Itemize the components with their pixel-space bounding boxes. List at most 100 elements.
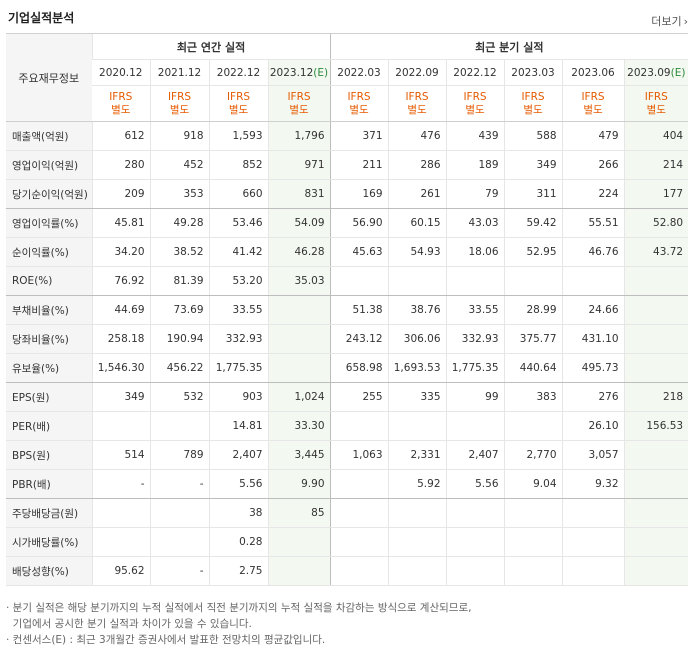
separate-label: 별도 <box>646 103 666 116</box>
value-cell: 53.46 <box>208 208 268 238</box>
table-row: ROE(%) 76.92 81.39 53.20 35.03 <box>6 266 689 296</box>
value-cell <box>445 411 505 441</box>
value-cell: 33.30 <box>267 411 331 441</box>
period-header: 2022.03 <box>329 59 389 86</box>
value-cell: 45.63 <box>329 237 389 267</box>
period-header: 2022.12 <box>208 59 268 86</box>
value-cell: 658.98 <box>329 353 389 383</box>
value-cell <box>267 527 331 557</box>
value-cell: 76.92 <box>91 266 150 296</box>
value-cell: 190.94 <box>149 324 209 354</box>
value-cell: 5.56 <box>445 469 505 499</box>
value-cell <box>561 266 625 296</box>
period-header: 2023.03 <box>503 59 563 86</box>
value-cell: 532 <box>149 382 209 412</box>
table-row: 매출액(억원) 612 918 1,593 1,796 371 476 439 588 479 40… <box>6 121 689 151</box>
value-cell: 332.93 <box>445 324 505 354</box>
footnote-1: · 분기 실적은 해당 분기까지의 누적 실적에서 직전 분기까지의 누적 실적… <box>6 602 472 614</box>
value-cell: 99 <box>445 382 505 412</box>
value-cell: 53.20 <box>208 266 268 296</box>
table-row: PER(배) 14.81 33.30 26.10 156.53 <box>6 411 689 441</box>
chevron-right-icon[interactable]: › <box>683 14 688 28</box>
more-link[interactable]: 더보기 › <box>651 13 688 29</box>
row-label: 영업이익률(%) <box>6 208 92 238</box>
value-cell: 243.12 <box>329 324 389 354</box>
period-label: 2022.09 <box>395 66 439 79</box>
separate-label: 별도 <box>111 103 131 116</box>
value-cell: 431.10 <box>561 324 625 354</box>
value-cell <box>623 498 689 528</box>
quarter-group-header: 최근 분기 실적 <box>329 33 689 60</box>
row-label: 매출액(억원) <box>6 121 92 151</box>
value-cell: 456.22 <box>149 353 209 383</box>
row-label: 순이익률(%) <box>6 237 92 267</box>
value-cell: 35.03 <box>267 266 331 296</box>
value-cell <box>267 324 331 354</box>
value-cell: 28.99 <box>503 295 563 325</box>
ifrs-label: IFRS <box>347 90 371 103</box>
value-cell: 81.39 <box>149 266 209 296</box>
value-cell: 514 <box>91 440 150 470</box>
value-cell: 280 <box>91 150 150 180</box>
table-row: 시가배당률(%) 0.28 <box>6 527 689 557</box>
value-cell: 14.81 <box>208 411 268 441</box>
value-cell: 286 <box>387 150 447 180</box>
value-cell <box>91 527 150 557</box>
value-cell: 1,546.30 <box>91 353 150 383</box>
separate-label: 별도 <box>289 103 309 116</box>
financial-table: 주요재무정보 최근 연간 실적 최근 분기 실적 2020.12 2021.12 2… <box>6 33 689 586</box>
ifrs-label: IFRS <box>226 90 251 103</box>
value-cell: 2,407 <box>445 440 505 470</box>
table-row: PBR(배) - -5.56 9.90 5.92 5.56 9.04 9.32 <box>6 469 689 499</box>
value-cell: 2,770 <box>503 440 563 470</box>
value-cell: 45.81 <box>91 208 150 238</box>
value-cell <box>149 527 209 557</box>
value-cell <box>623 440 689 470</box>
table-row: 주당배당금(원) 38 85 <box>6 498 689 528</box>
footnote-2: 기업에서 공시한 분기 실적과 차이가 있을 수 있습니다. <box>6 618 252 630</box>
period-header: 2020.12 <box>92 59 150 86</box>
value-cell: 79 <box>445 179 505 209</box>
value-cell: 54.09 <box>267 208 331 238</box>
value-cell: 85 <box>267 498 331 528</box>
value-cell <box>267 295 331 325</box>
value-cell: 0.28 <box>208 527 268 557</box>
value-cell: 612 <box>91 121 150 151</box>
value-cell: 306.06 <box>387 324 447 354</box>
value-cell <box>623 353 689 383</box>
row-label: 시가배당률(%) <box>6 527 92 557</box>
period-label: 2023.06 <box>571 66 615 79</box>
table-row: 당기순이익(억원) 209 353 660 831 169 261 79 311 224 177 <box>6 179 689 209</box>
value-cell: 255 <box>329 382 389 412</box>
row-label: 영업이익(억원) <box>6 150 92 180</box>
value-cell: 169 <box>329 179 389 209</box>
value-cell: 452 <box>149 150 209 180</box>
value-cell <box>623 469 689 499</box>
value-cell <box>387 266 447 296</box>
ifrs-label: IFRS <box>521 90 545 103</box>
value-cell <box>329 498 389 528</box>
period-header: 2023.06 <box>561 59 625 86</box>
table-row: 유보율(%) 1,546.30 456.22 1,775.35 658.98 1,693.… <box>6 353 689 383</box>
row-label: 당좌비율(%) <box>6 324 92 354</box>
value-cell <box>503 411 563 441</box>
value-cell: 26.10 <box>561 411 625 441</box>
value-cell: 73.69 <box>149 295 209 325</box>
value-cell: 95.62 <box>91 556 150 586</box>
value-cell: 831 <box>267 179 331 209</box>
value-cell: 476 <box>387 121 447 151</box>
separate-label: 별도 <box>228 103 249 116</box>
accounting-standard: IFRS 별도 <box>92 85 150 122</box>
value-cell: 211 <box>329 150 389 180</box>
value-cell: 209 <box>91 179 150 209</box>
row-label: 유보율(%) <box>6 353 92 383</box>
more-label[interactable]: 더보기 <box>651 15 682 28</box>
row-label: PER(배) <box>6 411 92 441</box>
table-row: 배당성향(%) 95.62-2.75 <box>6 556 689 586</box>
period-label: 2022.03 <box>337 66 381 79</box>
value-cell: 1,796 <box>267 121 331 151</box>
ifrs-label: IFRS <box>463 90 487 103</box>
value-cell: 52.95 <box>503 237 563 267</box>
value-cell: 9.32 <box>561 469 625 499</box>
value-cell: 266 <box>561 150 625 180</box>
